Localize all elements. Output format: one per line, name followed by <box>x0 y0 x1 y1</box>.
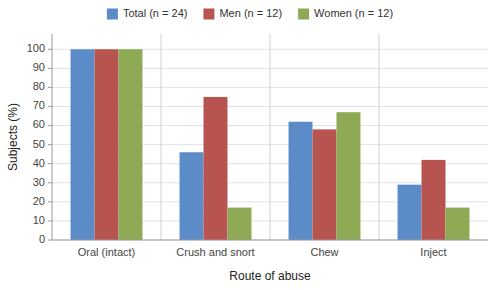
legend-label: Men (n = 12) <box>219 7 282 19</box>
legend-item: Total (n = 24) <box>107 7 188 20</box>
y-tick-label: 20 <box>33 195 45 207</box>
x-tick-label: Oral (intact) <box>78 246 135 258</box>
x-tick-label: Chew <box>310 246 338 258</box>
y-tick-label: 0 <box>39 233 45 245</box>
bar <box>445 208 469 240</box>
y-axis-title: Subjects (%) <box>6 103 20 171</box>
y-tick <box>48 201 52 202</box>
y-tick <box>48 68 52 69</box>
y-axis: 0 10 20 30 40 50 60 70 80 90 100 <box>27 34 52 245</box>
grid-line <box>52 240 488 241</box>
legend-label: Women (n = 12) <box>314 7 393 19</box>
y-tick <box>48 125 52 126</box>
y-tick-label: 40 <box>33 157 45 169</box>
bar <box>204 97 228 240</box>
legend-swatch <box>107 9 118 20</box>
y-tick-label: 80 <box>33 80 45 92</box>
legend: Total (n = 24) Men (n = 12) Women (n = 12) <box>107 7 393 20</box>
y-tick-label: 60 <box>33 118 45 130</box>
legend-swatch <box>203 9 214 20</box>
y-tick <box>48 49 52 50</box>
y-tick <box>48 163 52 164</box>
x-tick-label: Crush and snort <box>176 246 254 258</box>
bar <box>422 160 446 240</box>
bar <box>289 122 313 240</box>
legend-swatch <box>298 9 309 20</box>
chart-container: 0 10 20 30 40 50 60 70 80 90 100 Oral (intact) Crush… <box>0 0 500 290</box>
y-tick <box>48 87 52 88</box>
group-divider <box>270 34 271 240</box>
y-tick <box>48 144 52 145</box>
x-axis-line <box>52 240 488 241</box>
y-tick-label: 50 <box>33 138 45 150</box>
y-tick <box>48 182 52 183</box>
legend-label: Total (n = 24) <box>123 7 188 19</box>
x-axis: Oral (intact) Crush and snort Chew Inject <box>52 240 488 258</box>
bar <box>95 49 119 240</box>
y-tick <box>48 240 52 241</box>
y-tick-label: 30 <box>33 176 45 188</box>
bar <box>398 185 422 240</box>
y-tick <box>48 220 52 221</box>
y-tick-label: 70 <box>33 99 45 111</box>
y-tick <box>48 106 52 107</box>
group-divider <box>379 34 380 240</box>
bar <box>180 152 204 240</box>
group-divider <box>161 34 162 240</box>
chart-svg: 0 10 20 30 40 50 60 70 80 90 100 Oral (intact) Crush… <box>0 0 500 290</box>
bar <box>313 129 337 240</box>
bar <box>227 208 251 240</box>
bars <box>71 49 470 240</box>
y-axis-line <box>52 34 53 240</box>
y-tick-label: 100 <box>27 42 45 54</box>
x-tick-label: Inject <box>420 246 446 258</box>
y-tick-label: 90 <box>33 61 45 73</box>
x-axis-title: Route of abuse <box>229 269 311 283</box>
y-tick-label: 10 <box>33 214 45 226</box>
bar <box>118 49 142 240</box>
legend-item: Men (n = 12) <box>203 7 282 20</box>
group-dividers <box>161 34 379 240</box>
legend-item: Women (n = 12) <box>298 7 393 20</box>
bar <box>71 49 95 240</box>
bar <box>336 112 360 240</box>
